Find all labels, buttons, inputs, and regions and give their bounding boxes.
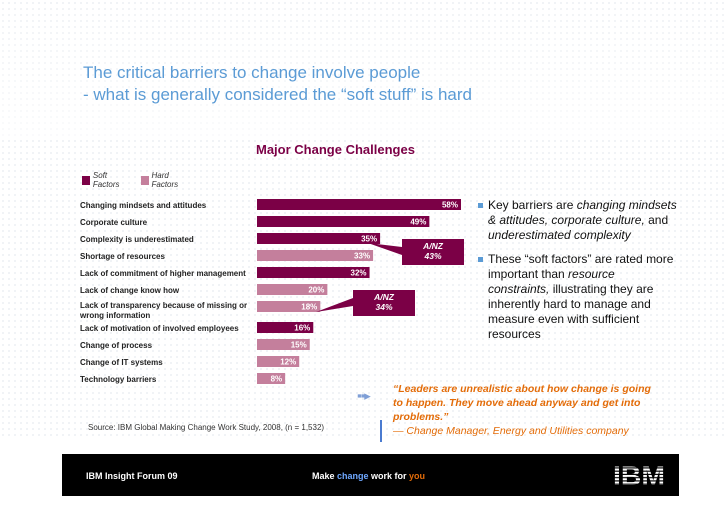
bar-5: [257, 284, 328, 295]
bar-value-label-4: 32%: [351, 269, 367, 278]
tagline-work-for: work for: [368, 471, 410, 481]
callout-text-0-0: A/NZ: [422, 241, 444, 251]
callout-pointer-1: [316, 298, 353, 312]
bullet-2-text-a: These “soft factors” are rated more impo…: [488, 252, 674, 281]
bar-value-label-5: 20%: [308, 286, 324, 295]
legend-item-soft: Soft Factors: [82, 171, 131, 189]
bar-9: [257, 356, 300, 367]
category-label-0: Changing mindsets and attitudes: [80, 201, 207, 210]
tagline-make: Make: [312, 471, 338, 481]
bar-value-label-1: 49%: [410, 218, 426, 227]
bullet-point-1: Key barriers are changing mindsets & att…: [478, 198, 678, 243]
quote-block: “Leaders are unrealistic about how chang…: [393, 382, 663, 438]
bar-value-label-6: 18%: [301, 303, 317, 312]
bullet-1-em-a: changing mindsets & attitudes,: [488, 198, 677, 227]
category-label-7: Lack of motivation of involved employees: [80, 324, 239, 333]
legend-swatch-hard: [140, 175, 149, 185]
ibm-logo: IBM: [613, 462, 665, 488]
category-label-9: Change of IT systems: [80, 358, 163, 367]
bar-1: [257, 216, 430, 227]
chart-title: Major Change Challenges: [256, 142, 415, 157]
source-note: Source: IBM Global Making Change Work St…: [88, 423, 325, 432]
bar-0: [257, 199, 461, 210]
slide-title-line2: - what is generally considered the “soft…: [83, 85, 472, 104]
quote-attribution: — Change Manager, Energy and Utilities c…: [393, 425, 629, 437]
category-label-4: Lack of commitment of higher management: [80, 269, 246, 278]
slide-title-line1: The critical barriers to change involve …: [83, 63, 421, 82]
chart-legend: Soft Factors Hard Factors: [82, 171, 202, 189]
key-points: Key barriers are changing mindsets & att…: [478, 198, 678, 351]
callout-box-1: [353, 290, 415, 316]
slide-title: The critical barriers to change involve …: [83, 62, 683, 106]
bar-2: [257, 233, 381, 244]
bar-value-label-3: 33%: [354, 252, 370, 261]
category-label-10: Technology barriers: [80, 375, 157, 384]
bar-value-label-10: 8%: [271, 375, 283, 384]
quote-text: “Leaders are unrealistic about how chang…: [393, 383, 651, 423]
bullet-2-em-a: resource constraints,: [488, 267, 615, 296]
legend-swatch-soft: [82, 175, 90, 185]
tagline-you: you: [409, 471, 426, 481]
bar-6: [257, 301, 321, 312]
category-label-2: Complexity is underestimated: [80, 235, 194, 244]
bar-value-label-9: 12%: [280, 358, 296, 367]
bullet-1-em-b: corporate culture,: [551, 213, 645, 227]
bar-chart: 58% Changing mindsets and attitudes 49% Cor…: [79, 199, 464, 384]
bullet-point-2: These “soft factors” are rated more impo…: [478, 252, 678, 342]
callout-text-1-0: A/NZ: [373, 292, 395, 302]
bullet-1-text-c: and: [644, 213, 669, 227]
bar-3: [257, 250, 374, 261]
bullet-1-text-a: Key barriers are: [488, 198, 577, 212]
legend-label-soft: Soft Factors: [92, 171, 120, 189]
ibm-logo-text: IBM: [613, 462, 665, 488]
bar-value-label-7: 16%: [294, 324, 310, 333]
category-label-6: Lack of transparency because of missing …: [80, 301, 247, 310]
accent-line: [380, 420, 382, 442]
category-label-5: Lack of change know how: [80, 286, 180, 295]
callout-text-1-1: 34%: [375, 302, 392, 312]
callout-text-0-1: 43%: [423, 251, 441, 261]
bullet-2-text-b: illustrating they are inherently hard to…: [488, 282, 654, 341]
quote-arrow-icon: ▪▪▸: [357, 388, 371, 403]
category-label-8: Change of process: [80, 341, 153, 350]
category-label-1: Corporate culture: [80, 218, 148, 227]
callout-pointer-0: [368, 243, 402, 255]
footer-event-name: IBM Insight Forum 09: [86, 471, 178, 481]
bar-value-label-8: 15%: [291, 341, 307, 350]
footer-tagline: Make change work for you: [312, 471, 425, 481]
bar-4: [257, 267, 370, 278]
tagline-change: change: [337, 471, 369, 481]
bar-8: [257, 339, 310, 350]
category-label-6-line2: wrong information: [79, 311, 150, 320]
bullet-1-em-c: underestimated complexity: [488, 228, 631, 242]
bar-10: [257, 373, 286, 384]
legend-label-hard: Hard Factors: [151, 171, 179, 189]
bar-value-label-2: 35%: [361, 235, 377, 244]
category-label-3: Shortage of resources: [80, 252, 165, 261]
bar-7: [257, 322, 314, 333]
bar-value-label-0: 58%: [442, 201, 458, 210]
callout-box-0: [402, 239, 464, 265]
footer-bar: IBM Insight Forum 09 Make change work fo…: [62, 454, 679, 496]
legend-item-hard: Hard Factors: [140, 171, 192, 189]
